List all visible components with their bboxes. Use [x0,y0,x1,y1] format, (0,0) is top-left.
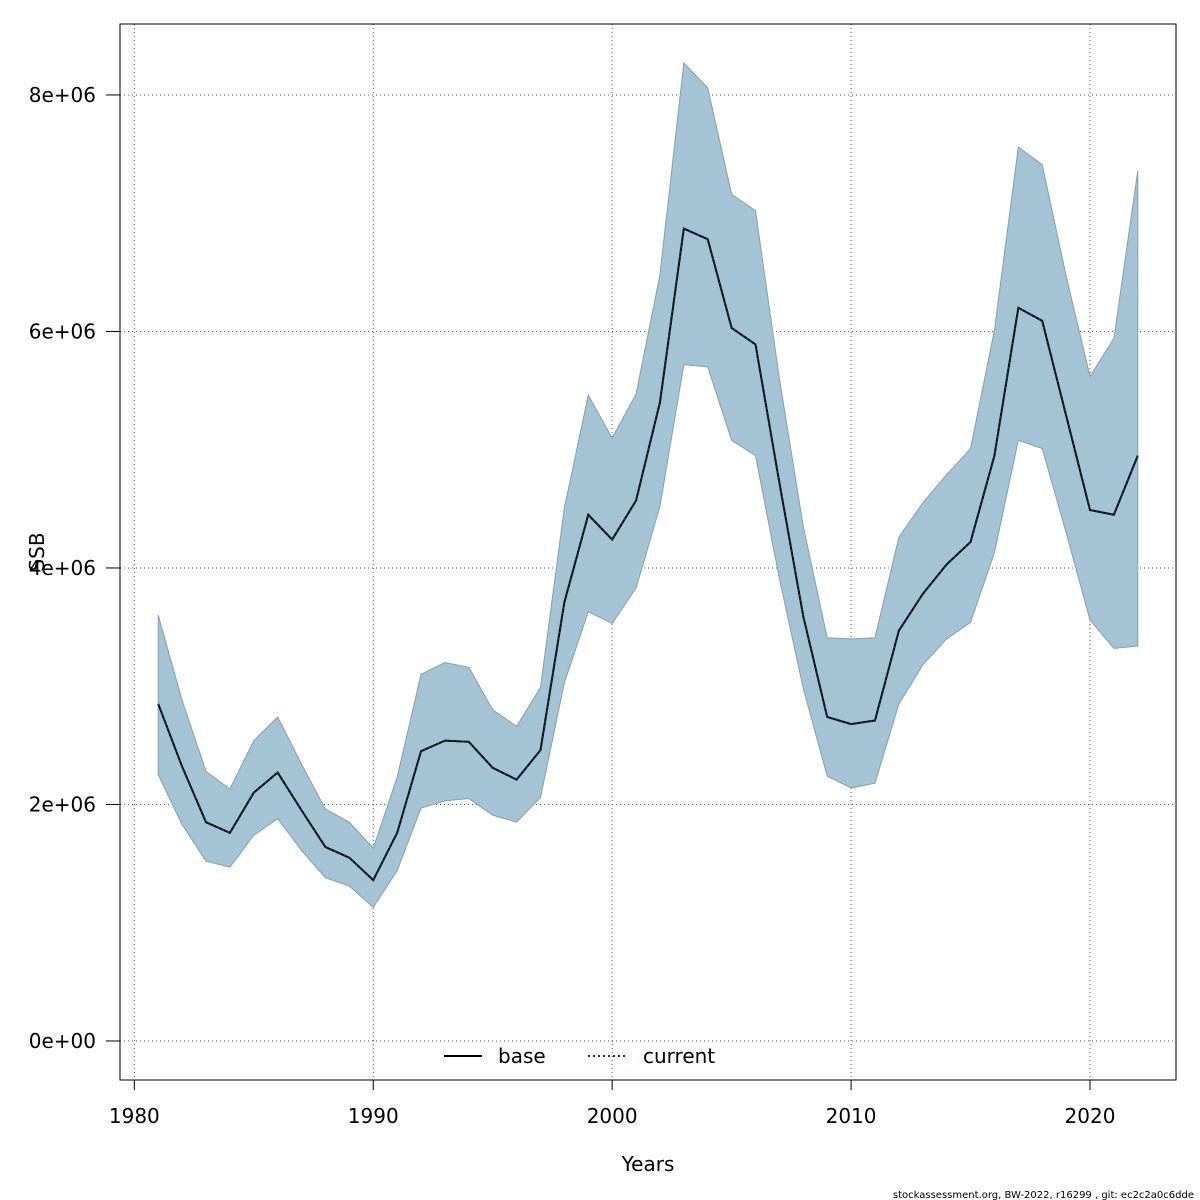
legend-label-current: current [643,1044,715,1068]
plot-frame [119,23,1177,1081]
x-tick-label-2010: 2010 [826,1104,877,1128]
confidence-band-layer [157,61,1139,909]
x-tick-label-1990: 1990 [348,1104,399,1128]
legend-label-base: base [498,1044,546,1068]
x-tick-label-2000: 2000 [587,1104,638,1128]
footer-caption: stockassessment.org, BW-2022, r16299 , g… [893,1190,1194,1200]
y-tick-label-1: 2e+06 [29,792,96,816]
confidence-band [157,61,1139,909]
x-tick-label-2020: 2020 [1065,1104,1116,1128]
y-tick-label-2: 4e+06 [29,556,96,580]
x-tick-label-1980: 1980 [109,1104,160,1128]
y-tick-label-4: 8e+06 [29,83,96,107]
x-axis-title: Years [621,1152,675,1176]
x-axis: 1980 1990 2000 2010 2020 [109,1080,1116,1128]
legend: base current [444,1044,715,1068]
y-axis-title: SSB [25,532,49,571]
y-tick-label-0: 0e+00 [29,1029,96,1053]
series-layer [157,227,1139,882]
y-tick-label-3: 6e+06 [29,319,96,343]
series-line-base [157,227,1139,882]
y-axis: 0e+00 2e+06 4e+06 6e+06 8e+06 [29,83,120,1053]
